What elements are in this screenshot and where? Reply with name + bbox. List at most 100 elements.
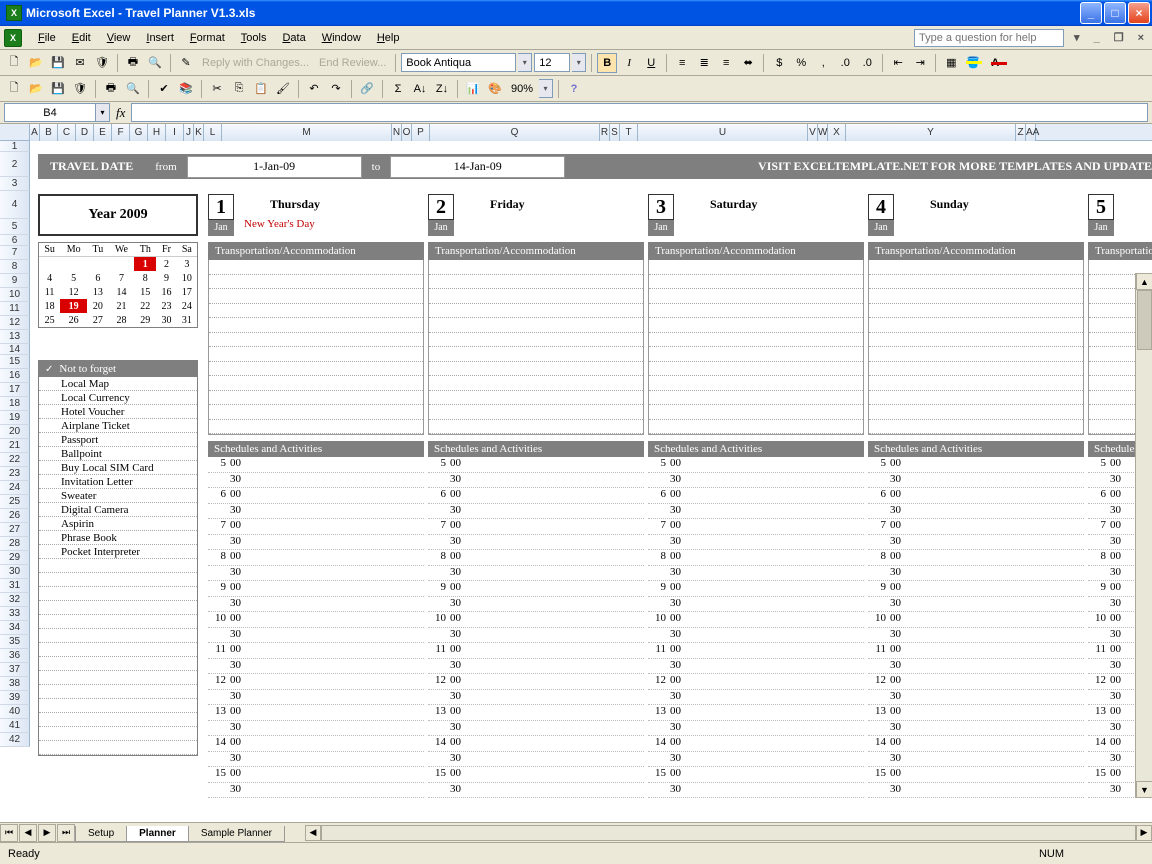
- open-icon-2[interactable]: 📂: [26, 79, 46, 99]
- tab-last-button[interactable]: ⏭: [57, 824, 75, 842]
- schedule-grid[interactable]: 5003060030700308003090030100030110030120…: [428, 457, 644, 798]
- cal-day[interactable]: 3: [177, 257, 197, 272]
- transport-lines[interactable]: [868, 260, 1084, 435]
- cal-day[interactable]: 25: [39, 313, 60, 327]
- chart-icon[interactable]: 📊: [463, 79, 483, 99]
- cal-day[interactable]: 28: [109, 313, 135, 327]
- sort-asc-icon[interactable]: A↓: [410, 79, 430, 99]
- row-header-7[interactable]: 7: [0, 246, 30, 260]
- col-header-Z[interactable]: Z: [1016, 124, 1026, 141]
- schedule-grid[interactable]: 5003060030700308003090030100030110030120…: [868, 457, 1084, 798]
- cal-day[interactable]: 26: [60, 313, 87, 327]
- underline-button[interactable]: U: [641, 53, 661, 73]
- ntf-item[interactable]: Aspirin: [39, 517, 197, 531]
- row-header-16[interactable]: 16: [0, 369, 30, 383]
- cal-day[interactable]: [87, 257, 109, 272]
- row-header-30[interactable]: 30: [0, 565, 30, 579]
- row-header-37[interactable]: 37: [0, 663, 30, 677]
- row-header-26[interactable]: 26: [0, 509, 30, 523]
- changes-icon[interactable]: ✎: [176, 53, 196, 73]
- ntf-item[interactable]: [39, 643, 197, 657]
- menu-view[interactable]: View: [99, 30, 139, 46]
- row-header-31[interactable]: 31: [0, 579, 30, 593]
- from-date-cell[interactable]: 1-Jan-09: [187, 156, 362, 178]
- row-header-14[interactable]: 14: [0, 344, 30, 355]
- ntf-item[interactable]: Sweater: [39, 489, 197, 503]
- col-header-G[interactable]: G: [130, 124, 148, 141]
- save-icon-2[interactable]: 💾: [48, 79, 68, 99]
- menu-help[interactable]: Help: [369, 30, 408, 46]
- increase-indent-icon[interactable]: ⇥: [910, 53, 930, 73]
- spreadsheet-grid[interactable]: ABCDEFGHIJKLMNOPQRSTUVWXYZAA 12345678910…: [0, 124, 1152, 840]
- row-header-11[interactable]: 11: [0, 302, 30, 316]
- align-center-icon[interactable]: ≣: [694, 53, 714, 73]
- save-icon[interactable]: 💾: [48, 53, 68, 73]
- cal-day[interactable]: 2: [156, 257, 176, 272]
- col-header-AA[interactable]: AA: [1026, 124, 1036, 141]
- new-doc-icon[interactable]: 🗋: [4, 79, 24, 99]
- row-header-27[interactable]: 27: [0, 523, 30, 537]
- fx-icon[interactable]: fx: [116, 105, 125, 121]
- cal-day[interactable]: 6: [87, 271, 109, 285]
- row-header-15[interactable]: 15: [0, 355, 30, 369]
- col-header-S[interactable]: S: [610, 124, 620, 141]
- row-header-22[interactable]: 22: [0, 453, 30, 467]
- cal-day[interactable]: 14: [109, 285, 135, 299]
- ntf-item[interactable]: Digital Camera: [39, 503, 197, 517]
- zoom-input[interactable]: 90%: [507, 83, 537, 95]
- menu-tools[interactable]: Tools: [233, 30, 275, 46]
- preview-icon[interactable]: 🔍: [145, 53, 165, 73]
- row-header-6[interactable]: 6: [0, 235, 30, 246]
- col-header-O[interactable]: O: [402, 124, 412, 141]
- undo-icon[interactable]: ↶: [304, 79, 324, 99]
- hyperlink-icon[interactable]: 🔗: [357, 79, 377, 99]
- cal-day[interactable]: 27: [87, 313, 109, 327]
- cal-day[interactable]: 15: [134, 285, 156, 299]
- visit-link[interactable]: VISIT EXCELTEMPLATE.NET FOR MORE TEMPLAT…: [565, 159, 1152, 174]
- tab-next-button[interactable]: ▶: [38, 824, 56, 842]
- sort-desc-icon[interactable]: Z↓: [432, 79, 452, 99]
- cal-day[interactable]: 12: [60, 285, 87, 299]
- cal-day[interactable]: 16: [156, 285, 176, 299]
- col-header-N[interactable]: N: [392, 124, 402, 141]
- col-header-L[interactable]: L: [204, 124, 222, 141]
- minimize-button[interactable]: _: [1080, 2, 1102, 24]
- row-header-2[interactable]: 2: [0, 152, 30, 177]
- row-header-28[interactable]: 28: [0, 537, 30, 551]
- ntf-item[interactable]: [39, 713, 197, 727]
- redo-icon[interactable]: ↷: [326, 79, 346, 99]
- to-date-cell[interactable]: 14-Jan-09: [390, 156, 565, 178]
- size-dropdown-icon[interactable]: ▾: [572, 53, 586, 72]
- cal-day[interactable]: 20: [87, 299, 109, 313]
- drawing-icon[interactable]: 🎨: [485, 79, 505, 99]
- ntf-item[interactable]: Buy Local SIM Card: [39, 461, 197, 475]
- schedule-grid[interactable]: 5003060030700308003090030100030110030120…: [648, 457, 864, 798]
- workbook-restore-button[interactable]: ❐: [1110, 31, 1128, 44]
- cal-day[interactable]: 9: [156, 271, 176, 285]
- row-header-12[interactable]: 12: [0, 316, 30, 330]
- cal-day[interactable]: 24: [177, 299, 197, 313]
- col-header-M[interactable]: M: [222, 124, 392, 141]
- workbook-close-button[interactable]: ×: [1134, 32, 1148, 44]
- row-header-21[interactable]: 21: [0, 439, 30, 453]
- align-right-icon[interactable]: ≡: [716, 53, 736, 73]
- cal-day[interactable]: 23: [156, 299, 176, 313]
- row-header-32[interactable]: 32: [0, 593, 30, 607]
- col-header-F[interactable]: F: [112, 124, 130, 141]
- ntf-item[interactable]: Invitation Letter: [39, 475, 197, 489]
- permission-icon[interactable]: 🛡: [92, 53, 112, 73]
- row-header-29[interactable]: 29: [0, 551, 30, 565]
- cal-day[interactable]: 11: [39, 285, 60, 299]
- percent-button[interactable]: %: [791, 53, 811, 73]
- row-header-36[interactable]: 36: [0, 649, 30, 663]
- spelling-icon[interactable]: ✔: [154, 79, 174, 99]
- cal-day[interactable]: 19: [60, 299, 87, 313]
- ntf-item[interactable]: Pocket Interpreter: [39, 545, 197, 559]
- menu-insert[interactable]: Insert: [138, 30, 182, 46]
- ntf-item[interactable]: [39, 699, 197, 713]
- menu-window[interactable]: Window: [314, 30, 369, 46]
- cal-day[interactable]: [39, 257, 60, 272]
- col-header-E[interactable]: E: [94, 124, 112, 141]
- cal-day[interactable]: 13: [87, 285, 109, 299]
- hscroll-right-button[interactable]: ▶: [1136, 825, 1152, 841]
